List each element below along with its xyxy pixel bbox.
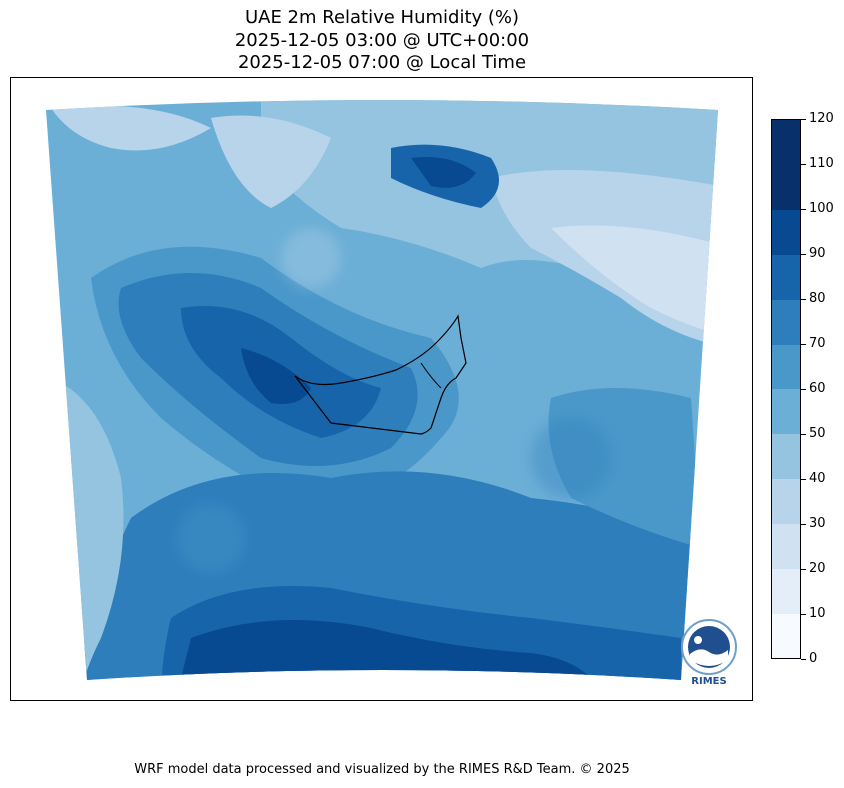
colorbar-tick-mark — [801, 163, 806, 165]
colorbar-tick-mark — [801, 388, 806, 390]
map-subtitle-local: 2025-12-05 07:00 @ Local Time — [237, 52, 527, 73]
colorbar-segment — [772, 523, 800, 569]
colorbar-tick-label: 120 — [809, 111, 834, 126]
humidity-contours — [46, 100, 718, 680]
colorbar-tick-mark — [801, 433, 806, 435]
colorbar-segment — [772, 209, 800, 255]
logo-text: RIMES — [691, 676, 727, 687]
colorbar-tick-mark — [801, 478, 806, 480]
colorbar-tick-label: 10 — [809, 606, 826, 621]
colorbar-tick-mark — [801, 343, 806, 345]
colorbar-tick-label: 30 — [809, 516, 826, 531]
colorbar-tick-label: 60 — [809, 381, 826, 396]
colorbar-tick-label: 40 — [809, 471, 826, 486]
colorbar-segment — [772, 344, 800, 390]
colorbar-segment — [772, 120, 800, 166]
colorbar-tick-mark — [801, 253, 806, 255]
colorbar-segment — [772, 164, 800, 211]
colorbar-tick-label: 80 — [809, 291, 826, 306]
colorbar-segment — [772, 299, 800, 345]
colorbar-segment — [772, 254, 800, 300]
uae-boundary-outline — [294, 314, 467, 435]
colorbar-tick-label: 50 — [809, 426, 826, 441]
colorbar-tick-label: 70 — [809, 336, 826, 351]
colorbar-tick-mark — [801, 613, 806, 615]
rimes-logo: RIMES — [678, 618, 740, 690]
colorbar-tick-mark — [801, 298, 806, 300]
map-title: UAE 2m Relative Humidity (%) — [244, 7, 520, 28]
colorbar-tick-label: 20 — [809, 561, 826, 576]
colorbar-segment — [772, 568, 800, 614]
colorbar-segment — [772, 478, 800, 524]
map-panel — [10, 77, 753, 701]
colorbar-tick-label: 100 — [809, 201, 834, 216]
colorbar-tick-label: 0 — [809, 651, 818, 666]
colorbar-segment — [772, 389, 800, 435]
colorbar-tick-mark — [801, 118, 806, 120]
map-subtitle-utc: 2025-12-05 03:00 @ UTC+00:00 — [234, 30, 530, 51]
colorbar-segment — [772, 613, 800, 659]
colorbar-tick-mark — [801, 658, 806, 660]
colorbar-tick-mark — [801, 568, 806, 570]
colorbar-tick-mark — [801, 523, 806, 525]
footer-credit: WRF model data processed and visualized … — [134, 762, 630, 777]
colorbar-tick-label: 90 — [809, 246, 826, 261]
humidity-field-map — [46, 100, 718, 680]
colorbar-tick-label: 110 — [809, 156, 834, 171]
colorbar-tick-mark — [801, 208, 806, 210]
colorbar-segment — [772, 433, 800, 480]
humidity-colorbar — [771, 119, 801, 659]
